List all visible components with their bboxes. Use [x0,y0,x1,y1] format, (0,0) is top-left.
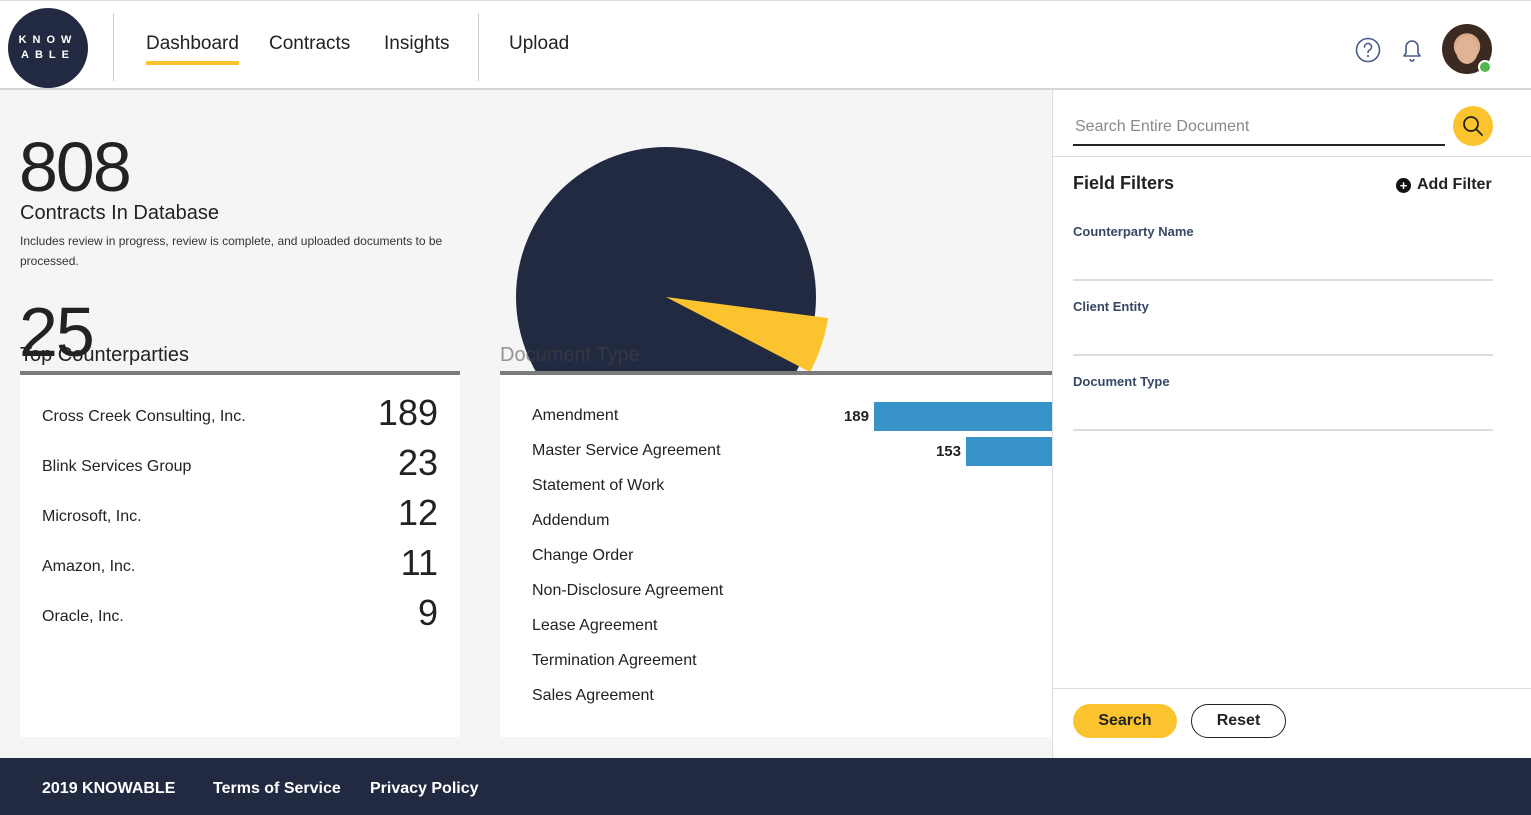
nav-insights[interactable]: Insights [384,33,450,54]
document-type-row[interactable]: Amendment 189 [532,401,1052,436]
document-type-count: 153 [935,443,961,460]
top-header: KNOW ABLE Dashboard Contracts Insights U… [0,0,1531,90]
counterparty-name: Amazon, Inc. [42,558,136,575]
document-type-name: Change Order [532,547,634,564]
counterparty-count: 11 [400,542,438,583]
document-type-name: Amendment [532,407,619,424]
knowable-logo[interactable]: KNOW ABLE [8,8,88,88]
counterparty-name-field[interactable] [1073,279,1493,281]
counterparty-row[interactable]: Oracle, Inc. 9 [42,592,438,642]
document-type-name: Addendum [532,512,610,529]
document-type-row[interactable]: Sales Agreement [532,681,1052,716]
counterparty-row[interactable]: Blink Services Group 23 [42,442,438,492]
help-icon[interactable] [1355,37,1381,68]
document-type-row[interactable]: Termination Agreement [532,646,1052,681]
header-divider [478,13,479,81]
counterparty-name: Microsoft, Inc. [42,508,142,525]
document-type-row[interactable]: Master Service Agreement 153 [532,436,1052,471]
document-type-name: Master Service Agreement [532,442,721,459]
document-type-pie-chart [516,147,828,375]
footer-copyright: 2019 KNOWABLE [42,780,176,797]
search-submit-button[interactable] [1453,106,1493,146]
top-counterparties-panel: Cross Creek Consulting, Inc. 189 Blink S… [20,375,460,737]
search-icon [1463,116,1483,136]
counterparty-count: 12 [397,492,438,533]
add-filter-button[interactable]: + Add Filter [1396,176,1492,194]
nav-upload[interactable]: Upload [509,33,570,54]
document-type-name: Non-Disclosure Agreement [532,582,724,599]
document-type-row[interactable]: Lease Agreement [532,611,1052,646]
counterparty-count: 23 [397,442,438,483]
counterparty-count: 189 [377,392,438,433]
client-entity-label: Client Entity [1073,299,1149,314]
contracts-note: Includes review in progress, review is c… [20,234,443,268]
document-type-title: Document Type [500,344,640,366]
search-button[interactable]: Search [1073,704,1177,738]
document-type-name: Sales Agreement [532,687,654,704]
counterparty-name: Cross Creek Consulting, Inc. [42,408,246,425]
document-type-name: Lease Agreement [532,617,658,634]
document-type-panel: Amendment 189 Master Service Agreement 1… [500,375,1052,737]
online-status-icon [1478,60,1492,74]
logo-line-1: KNOW [18,34,78,46]
terms-of-service-link[interactable]: Terms of Service [213,780,341,797]
counterparty-row[interactable]: Microsoft, Inc. 12 [42,492,438,542]
divider [1053,156,1531,157]
document-type-bar [874,402,1052,431]
contracts-label: Contracts In Database [20,202,219,224]
counterparty-row[interactable]: Cross Creek Consulting, Inc. 189 [42,392,438,442]
user-avatar[interactable] [1442,24,1492,74]
plus-circle-icon: + [1396,178,1411,193]
document-type-row[interactable]: Change Order [532,541,1052,576]
counterparty-row[interactable]: Amazon, Inc. 11 [42,542,438,592]
counterparty-name-label: Counterparty Name [1073,224,1194,239]
document-type-bar [966,437,1052,466]
document-type-filter-label: Document Type [1073,374,1170,389]
counterparty-count: 9 [417,592,438,633]
top-counterparties-title: Top Counterparties [20,344,189,366]
add-filter-label: Add Filter [1417,176,1492,193]
footer: 2019 KNOWABLE Terms of Service Privacy P… [0,758,1531,815]
nav-contracts[interactable]: Contracts [269,33,351,54]
document-type-name: Termination Agreement [532,652,697,669]
section-rule [500,371,1052,375]
counterparties-count: 25 [19,293,95,371]
bell-icon[interactable] [1400,37,1424,68]
logo-line-2: ABLE [21,49,75,61]
counterparty-name: Oracle, Inc. [42,608,124,625]
privacy-policy-link[interactable]: Privacy Policy [370,780,479,797]
document-type-row[interactable]: Addendum [532,506,1052,541]
section-rule [20,371,460,375]
document-type-count: 189 [843,408,869,425]
document-type-name: Statement of Work [532,477,665,494]
reset-button[interactable]: Reset [1191,704,1286,738]
header-divider [113,13,114,81]
client-entity-field[interactable] [1073,354,1493,356]
divider [1053,688,1531,689]
field-filters-title: Field Filters [1073,173,1175,193]
counterparty-name: Blink Services Group [42,458,192,475]
search-filter-panel: Field Filters + Add Filter Counterparty N… [1052,90,1531,758]
contracts-count: 808 [19,128,132,206]
avatar-face [1456,36,1478,64]
document-type-field[interactable] [1073,429,1493,431]
nav-dashboard[interactable]: Dashboard [146,33,239,65]
document-type-row[interactable]: Statement of Work [532,471,1052,506]
document-type-row[interactable]: Non-Disclosure Agreement [532,576,1052,611]
pie-highlight-slice [666,297,828,372]
search-input[interactable] [1073,110,1445,146]
